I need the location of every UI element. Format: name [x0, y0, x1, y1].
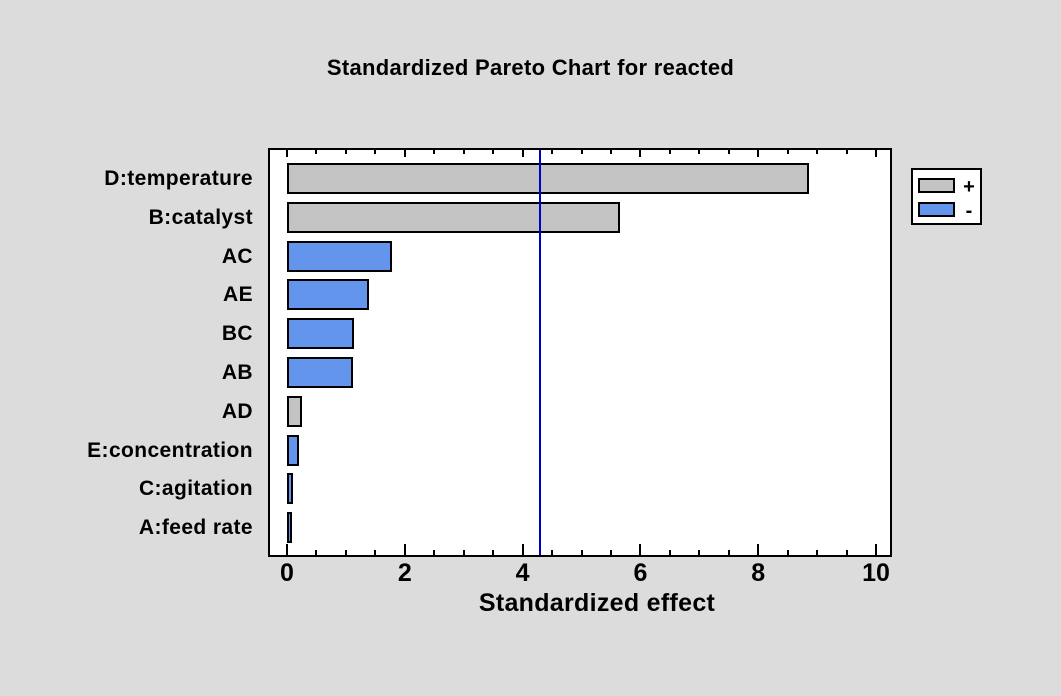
x-tick-label: 0	[280, 559, 294, 587]
x-minor-tick	[492, 150, 495, 154]
x-minor-tick	[315, 550, 318, 555]
x-minor-tick	[698, 550, 701, 555]
y-axis-label: B:catalyst	[148, 205, 253, 229]
x-minor-tick	[668, 550, 671, 555]
x-minor-tick	[816, 550, 819, 555]
x-axis-title: Standardized effect	[478, 589, 716, 617]
y-axis-label: AB	[221, 361, 253, 384]
y-axis-label: A:feed rate	[138, 516, 253, 540]
x-minor-tick	[609, 150, 612, 154]
x-minor-tick	[816, 150, 819, 154]
bar-ad	[287, 395, 303, 427]
x-minor-tick	[374, 550, 377, 555]
x-minor-tick	[462, 550, 465, 555]
x-tick-label: 6	[633, 559, 648, 587]
x-major-tick	[757, 544, 760, 555]
y-axis-label: E:concentration	[87, 438, 253, 462]
bar-b-catalyst	[287, 201, 620, 233]
x-major-tick	[521, 544, 524, 555]
bar-ae	[287, 279, 369, 311]
x-major-tick	[875, 544, 877, 555]
bar-bc	[287, 318, 355, 350]
x-tick-label: 8	[751, 559, 766, 587]
x-minor-tick	[344, 550, 347, 555]
x-major-tick	[639, 150, 642, 157]
x-minor-tick	[462, 150, 465, 154]
x-minor-tick	[315, 150, 318, 154]
legend-label-plus: +	[963, 176, 975, 198]
x-major-tick	[286, 150, 288, 157]
y-axis-label: AD	[221, 399, 253, 423]
x-minor-tick	[845, 550, 848, 555]
x-major-tick	[757, 150, 760, 157]
x-tick-label: 2	[397, 559, 412, 587]
x-tick-label: 4	[515, 559, 530, 587]
critical-value-reference-line	[539, 150, 542, 555]
chart-title: Standardized Pareto Chart for reacted	[326, 55, 735, 80]
x-minor-tick	[374, 150, 377, 154]
y-axis-label: C:agitation	[138, 477, 253, 501]
legend-label-minus: -	[965, 200, 973, 222]
x-major-tick	[521, 150, 524, 157]
bar-ab	[287, 357, 353, 388]
x-minor-tick	[551, 150, 554, 154]
x-minor-tick	[433, 550, 436, 555]
x-tick-label: 10	[862, 559, 890, 587]
x-major-tick	[286, 544, 288, 555]
legend-swatch-minus	[918, 202, 955, 217]
x-minor-tick	[609, 550, 612, 555]
x-minor-tick	[727, 550, 730, 555]
x-minor-tick	[698, 150, 701, 154]
x-minor-tick	[786, 150, 789, 154]
bar-c-agitation	[287, 473, 294, 505]
x-minor-tick	[580, 550, 583, 555]
x-minor-tick	[786, 550, 789, 555]
x-minor-tick	[344, 150, 347, 154]
x-minor-tick	[727, 150, 730, 154]
y-axis-label: BC	[221, 322, 253, 346]
x-major-tick	[875, 150, 877, 157]
x-major-tick	[403, 544, 406, 555]
x-minor-tick	[551, 550, 554, 555]
x-major-tick	[639, 544, 642, 555]
bar-e-concentration	[287, 434, 300, 466]
y-axis-label: AE	[223, 283, 253, 307]
x-minor-tick	[492, 550, 495, 555]
bar-a-feed-rate	[287, 512, 292, 544]
y-axis-label: D:temperature	[104, 167, 253, 190]
x-minor-tick	[580, 150, 583, 154]
x-minor-tick	[668, 150, 671, 154]
y-axis-label: AC	[221, 244, 253, 268]
bar-ac	[287, 240, 392, 272]
x-minor-tick	[433, 150, 436, 154]
legend: + -	[911, 168, 982, 225]
x-major-tick	[403, 150, 406, 157]
bar-d-temperature	[287, 163, 810, 194]
x-minor-tick	[845, 150, 848, 154]
legend-swatch-plus	[918, 178, 955, 193]
